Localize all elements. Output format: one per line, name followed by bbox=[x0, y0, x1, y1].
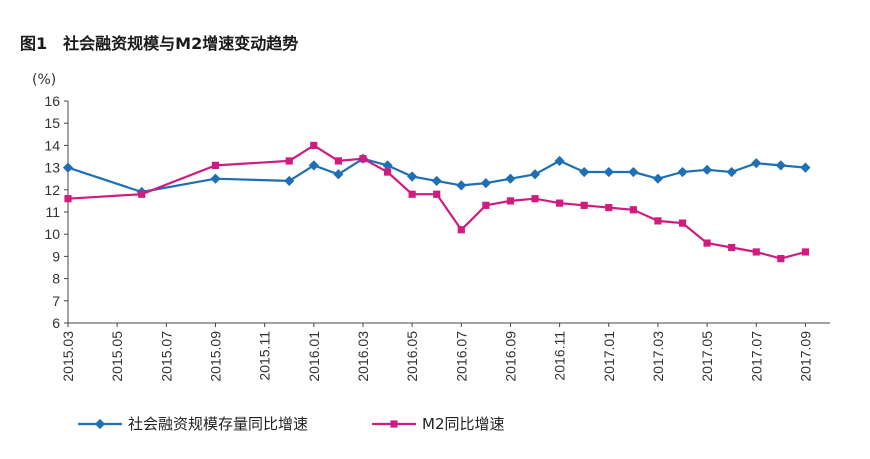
data-point bbox=[703, 239, 711, 247]
x-tick-label: 2017.09 bbox=[797, 331, 813, 382]
y-tick-label: 16 bbox=[44, 93, 60, 109]
data-point bbox=[457, 226, 465, 234]
data-point bbox=[383, 168, 392, 176]
legend-marker bbox=[94, 418, 106, 430]
data-point bbox=[677, 166, 688, 178]
data-point bbox=[654, 217, 662, 225]
y-tick-label: 15 bbox=[44, 115, 60, 131]
data-point bbox=[64, 195, 72, 203]
data-point bbox=[556, 199, 564, 207]
y-tick-label: 11 bbox=[45, 204, 60, 220]
data-point bbox=[505, 173, 516, 184]
data-point bbox=[433, 190, 441, 198]
data-point bbox=[554, 155, 565, 167]
data-point bbox=[751, 158, 762, 169]
y-tick-label: 9 bbox=[52, 248, 60, 264]
series-line bbox=[67, 157, 806, 194]
data-point bbox=[628, 166, 639, 178]
data-point bbox=[506, 197, 515, 205]
data-point bbox=[580, 201, 588, 209]
data-point bbox=[652, 173, 664, 184]
data-point bbox=[333, 169, 344, 180]
y-tick-label: 10 bbox=[44, 226, 60, 242]
x-tick-label: 2015.09 bbox=[207, 331, 223, 382]
x-tick-label: 2015.11 bbox=[257, 331, 273, 381]
data-point bbox=[285, 157, 293, 165]
data-point bbox=[800, 162, 811, 173]
data-point bbox=[456, 180, 467, 191]
legend-label: 社会融资规模存量同比增速 bbox=[128, 415, 308, 433]
legend-item-1: 社会融资规模存量同比增速 bbox=[78, 415, 308, 433]
x-tick-label: 2017.05 bbox=[699, 331, 715, 382]
y-tick-label: 13 bbox=[44, 160, 60, 176]
data-point bbox=[726, 166, 737, 178]
series-line bbox=[67, 144, 806, 260]
y-unit-label: (%) bbox=[32, 72, 56, 88]
figure-title: 图1 社会融资规模与M2增速变动趋势 bbox=[20, 30, 298, 54]
x-tick-label: 2016.07 bbox=[453, 331, 469, 382]
data-point bbox=[702, 164, 713, 175]
figure-number: 图1 bbox=[20, 34, 48, 53]
data-point bbox=[359, 155, 367, 163]
data-point bbox=[775, 160, 786, 171]
x-tick-label: 2016.11 bbox=[552, 331, 568, 381]
x-tick-label: 2015.05 bbox=[109, 331, 125, 382]
chart-axes: 6 7 8 9 10 11 12 13 14 15 16 2015.03 2015.05 2015.07 2… bbox=[44, 93, 830, 382]
data-point bbox=[529, 169, 541, 180]
data-point bbox=[211, 161, 220, 169]
data-point bbox=[777, 255, 785, 263]
x-tick-label: 2017.03 bbox=[650, 331, 666, 382]
data-point bbox=[408, 190, 416, 198]
data-point bbox=[308, 160, 319, 171]
data-point bbox=[480, 178, 491, 189]
chart-legend: 社会融资规模存量同比增速 M2同比增速 bbox=[78, 415, 505, 433]
data-point bbox=[531, 195, 539, 203]
y-tick-label: 12 bbox=[44, 182, 60, 198]
x-tick-label: 2016.03 bbox=[355, 331, 371, 382]
series-1 bbox=[62, 153, 811, 198]
data-point bbox=[284, 175, 295, 187]
y-tick-label: 8 bbox=[52, 271, 60, 287]
data-point bbox=[407, 171, 418, 182]
data-point bbox=[334, 157, 342, 165]
data-point bbox=[210, 173, 221, 184]
x-tick-label: 2017.01 bbox=[601, 331, 617, 382]
x-tick-label: 2015.07 bbox=[158, 331, 174, 382]
data-point bbox=[62, 162, 74, 173]
data-point bbox=[629, 206, 637, 214]
data-point bbox=[310, 141, 318, 149]
x-tick-label: 2017.07 bbox=[748, 331, 764, 382]
figure-title-text: 社会融资规模与M2增速变动趋势 bbox=[63, 34, 299, 53]
series-2 bbox=[64, 141, 810, 263]
legend-marker bbox=[390, 420, 398, 428]
x-tick-label: 2015.03 bbox=[60, 331, 76, 382]
legend-label: M2同比增速 bbox=[422, 415, 505, 433]
series-layer bbox=[62, 141, 811, 263]
y-tick-label: 7 bbox=[52, 293, 60, 309]
legend-item-2: M2同比增速 bbox=[372, 415, 505, 433]
data-point bbox=[678, 219, 687, 227]
y-tick-label: 14 bbox=[44, 137, 60, 153]
data-point bbox=[603, 166, 614, 178]
data-point bbox=[579, 166, 590, 178]
data-point bbox=[431, 175, 442, 187]
data-point bbox=[801, 248, 810, 256]
data-point bbox=[752, 248, 760, 256]
data-point bbox=[605, 203, 613, 212]
x-tick-label: 2016.05 bbox=[404, 331, 420, 382]
x-tick-label: 2016.01 bbox=[306, 331, 322, 382]
x-tick-label: 2016.09 bbox=[502, 331, 518, 382]
data-point bbox=[482, 201, 490, 209]
data-point bbox=[138, 190, 146, 198]
y-tick-label: 6 bbox=[52, 315, 60, 331]
data-point bbox=[728, 243, 736, 252]
